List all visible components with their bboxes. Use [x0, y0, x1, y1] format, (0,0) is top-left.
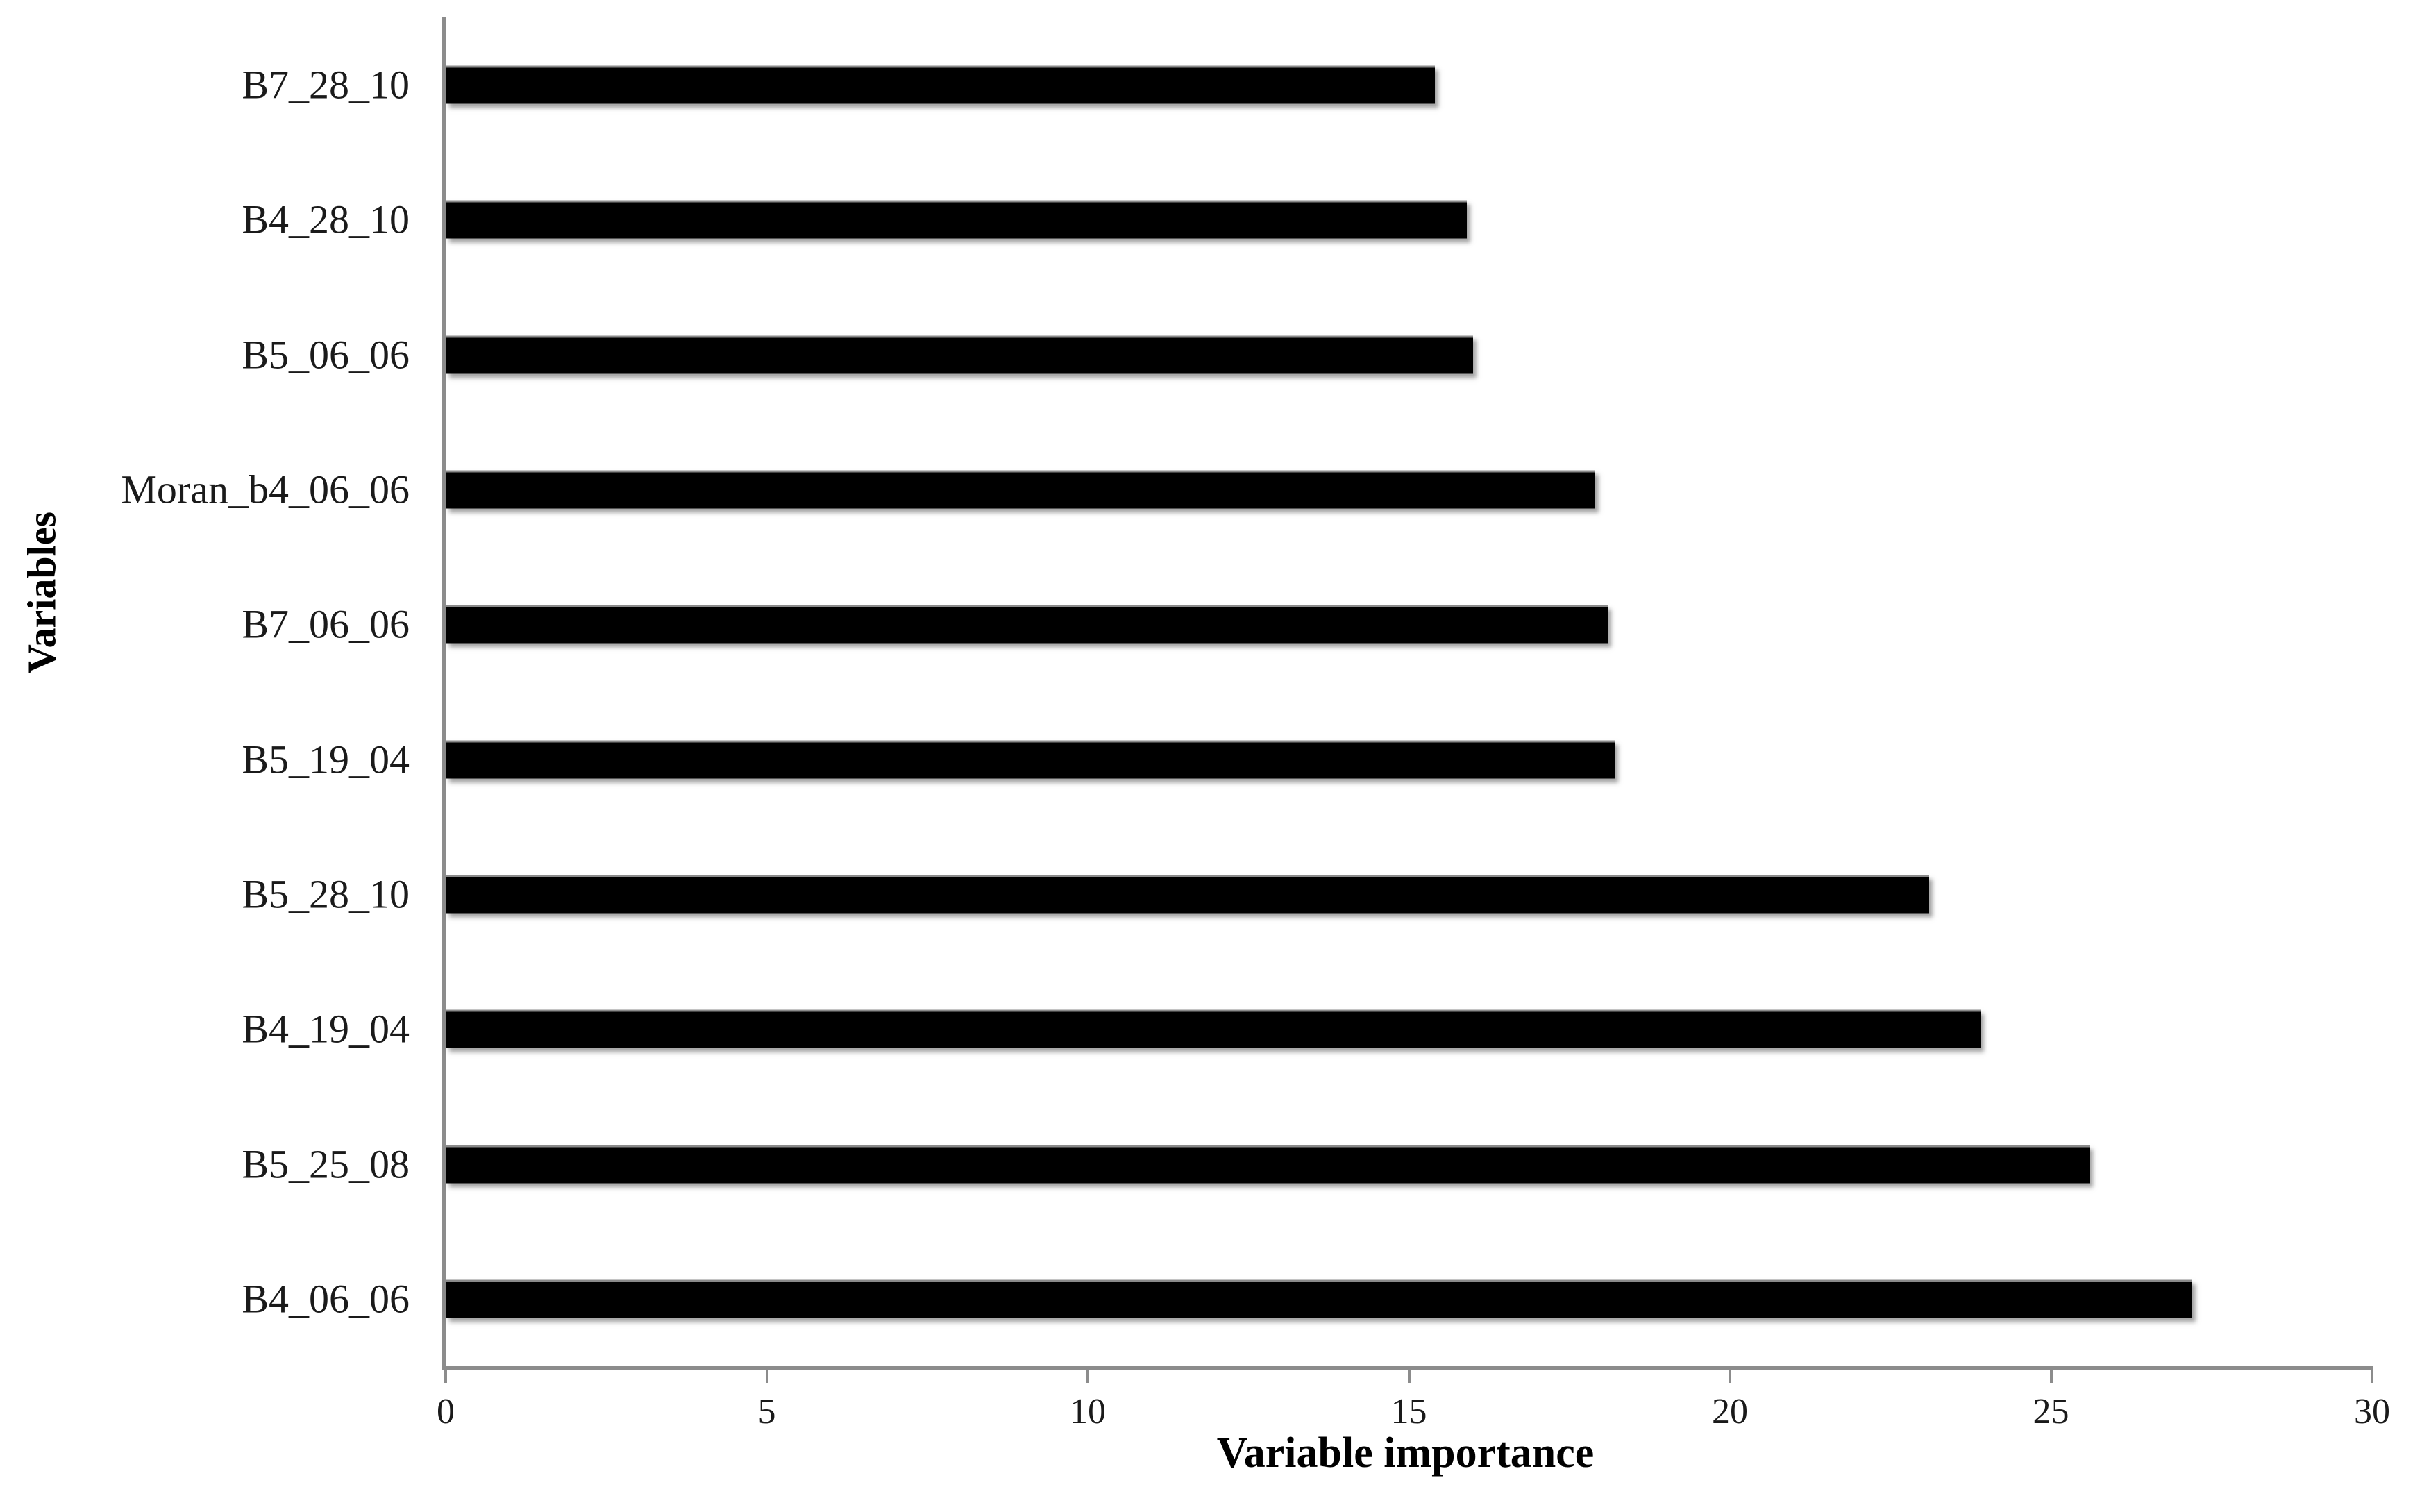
bar [446, 605, 1608, 644]
category-label: B7_06_06 [242, 601, 410, 647]
bar-row: Moran_b4_06_06 [121, 422, 2372, 557]
category-label: B5_06_06 [242, 332, 410, 378]
bar-row: B5_25_08 [242, 1096, 2372, 1231]
bar-row: B5_06_06 [242, 287, 2372, 422]
x-tick-mark [1729, 1366, 1731, 1383]
bar-row: B4_28_10 [242, 152, 2372, 287]
category-label: B5_25_08 [242, 1141, 410, 1187]
bar [446, 200, 1467, 239]
x-axis-title: Variable importance [1216, 1429, 1595, 1477]
bar-row: B5_28_10 [242, 827, 2372, 961]
x-tick-mark [1407, 1366, 1411, 1383]
bar-row: B5_19_04 [242, 692, 2372, 827]
x-tick-label: 20 [1712, 1392, 1748, 1431]
x-tick-mark [1086, 1366, 1089, 1383]
bar-row: B7_06_06 [242, 557, 2372, 691]
x-tick-label: 10 [1070, 1392, 1106, 1431]
x-tick-mark [2371, 1366, 2373, 1383]
category-label: Moran_b4_06_06 [121, 467, 410, 512]
bar [446, 740, 1615, 779]
x-tick-label: 30 [2354, 1392, 2390, 1431]
category-label: B4_28_10 [242, 196, 410, 242]
x-tick-label: 0 [437, 1392, 455, 1431]
x-tick-mark [444, 1366, 447, 1383]
bar [446, 1009, 1981, 1048]
bar [446, 875, 1929, 914]
bar [446, 65, 1435, 104]
category-label: B7_28_10 [242, 62, 410, 108]
bar [446, 335, 1473, 374]
bar [446, 470, 1595, 509]
bar [446, 1279, 2192, 1318]
bar [446, 1145, 2090, 1184]
bar-row: B4_19_04 [242, 961, 2372, 1096]
x-tick-mark [2049, 1366, 2053, 1383]
category-label: B4_06_06 [242, 1276, 410, 1322]
bar-row: B7_28_10 [242, 17, 2372, 152]
x-tick-label: 15 [1390, 1392, 1427, 1431]
y-axis-title: Variables [19, 511, 65, 673]
x-tick-label: 5 [757, 1392, 776, 1431]
x-tick-mark [765, 1366, 768, 1383]
x-tick-label: 25 [2033, 1392, 2069, 1431]
plot-area: B7_28_10 B4_28_10 B5_06_06 Moran_b4_06_06 B7… [121, 17, 2390, 1431]
category-label: B5_28_10 [242, 871, 410, 917]
category-label: B5_19_04 [242, 737, 410, 782]
bar-row: B4_06_06 [242, 1232, 2372, 1366]
category-label: B4_19_04 [242, 1006, 410, 1052]
